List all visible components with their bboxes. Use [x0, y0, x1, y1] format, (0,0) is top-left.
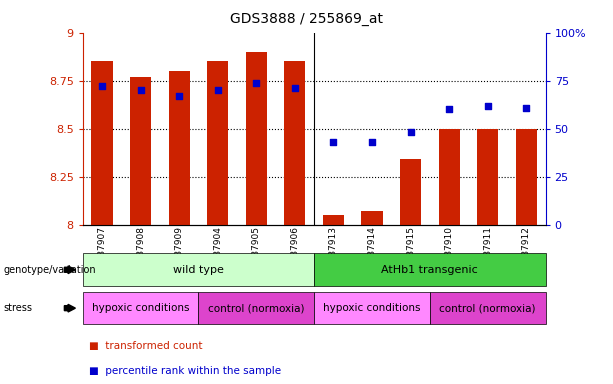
Bar	[362, 211, 383, 225]
Bar	[91, 61, 113, 225]
Point	[251, 79, 261, 86]
Text: wild type: wild type	[173, 265, 224, 275]
Bar	[323, 215, 344, 225]
Point	[213, 87, 223, 93]
Point	[522, 104, 531, 111]
Point	[444, 106, 454, 113]
Text: GDS3888 / 255869_at: GDS3888 / 255869_at	[230, 12, 383, 25]
Text: genotype/variation: genotype/variation	[3, 265, 96, 275]
Bar	[246, 52, 267, 225]
Point	[367, 139, 377, 145]
Point	[135, 87, 145, 93]
Bar	[207, 61, 229, 225]
Text: control (normoxia): control (normoxia)	[208, 303, 305, 313]
Text: ■  transformed count: ■ transformed count	[89, 341, 202, 351]
Bar	[169, 71, 190, 225]
Point	[290, 85, 300, 91]
Point	[329, 139, 338, 145]
Text: ■  percentile rank within the sample: ■ percentile rank within the sample	[89, 366, 281, 376]
Point	[174, 93, 184, 99]
Text: control (normoxia): control (normoxia)	[440, 303, 536, 313]
Bar	[284, 61, 305, 225]
Point	[97, 83, 107, 89]
Point	[406, 129, 416, 136]
Bar	[477, 129, 498, 225]
Text: AtHb1 transgenic: AtHb1 transgenic	[381, 265, 478, 275]
Bar	[516, 129, 537, 225]
Point	[483, 103, 493, 109]
Bar	[400, 159, 421, 225]
Bar	[438, 129, 460, 225]
Bar	[130, 77, 151, 225]
Text: hypoxic conditions: hypoxic conditions	[92, 303, 189, 313]
Text: stress: stress	[3, 303, 32, 313]
Text: hypoxic conditions: hypoxic conditions	[323, 303, 421, 313]
